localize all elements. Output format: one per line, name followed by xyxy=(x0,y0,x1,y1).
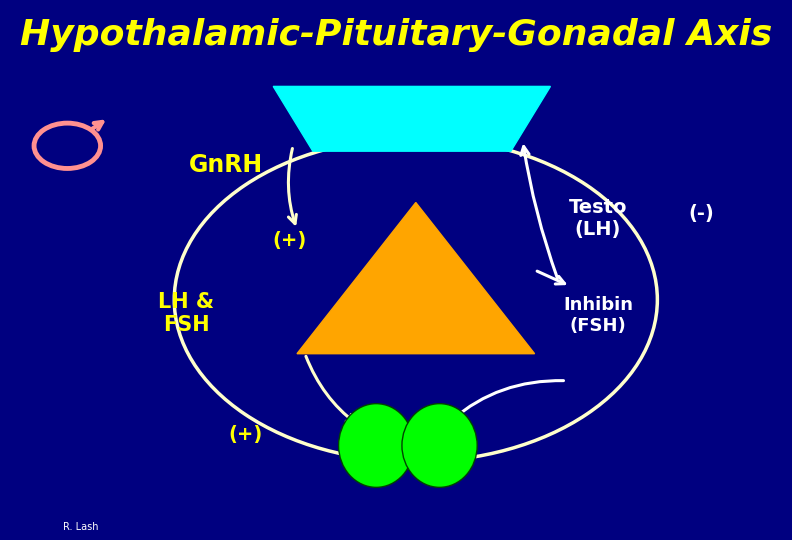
Text: Inhibin
(FSH): Inhibin (FSH) xyxy=(563,296,633,335)
Text: Hypothalamic-Pituitary-Gonadal Axis: Hypothalamic-Pituitary-Gonadal Axis xyxy=(20,18,772,52)
Text: R. Lash: R. Lash xyxy=(63,522,99,532)
Text: (+): (+) xyxy=(272,231,307,250)
Text: LH &
FSH: LH & FSH xyxy=(158,292,214,335)
Text: GnRH: GnRH xyxy=(188,153,263,177)
Polygon shape xyxy=(273,86,550,151)
Polygon shape xyxy=(297,202,535,354)
Text: Testo
(LH): Testo (LH) xyxy=(569,198,627,239)
Ellipse shape xyxy=(338,404,414,487)
Ellipse shape xyxy=(402,404,478,487)
Text: (-): (-) xyxy=(435,306,460,326)
Text: (-): (-) xyxy=(688,204,714,223)
Text: (+): (+) xyxy=(228,425,263,444)
